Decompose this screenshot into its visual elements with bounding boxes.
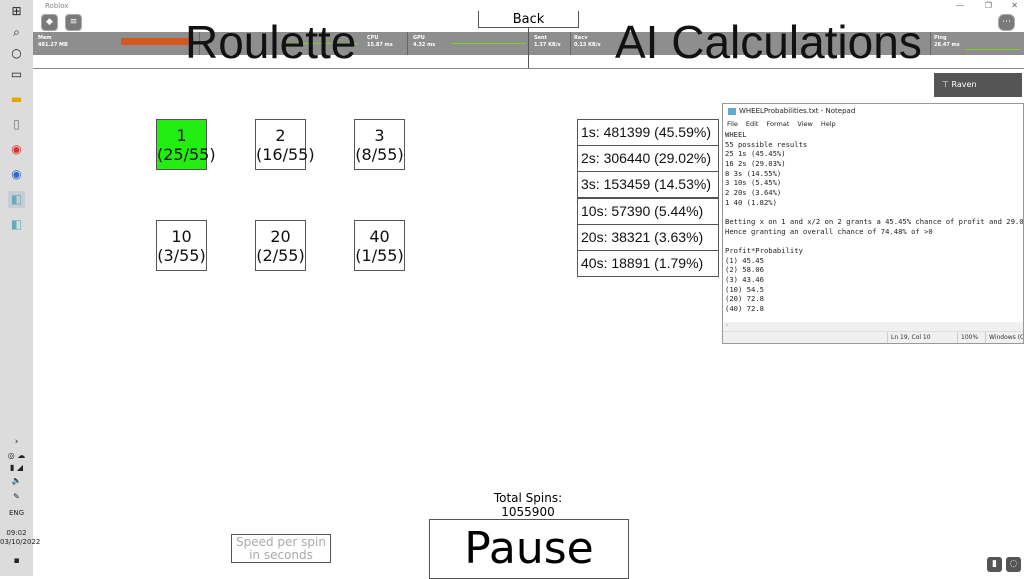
speed-input[interactable]: Speed per spin in seconds bbox=[231, 534, 331, 563]
notepad-text-area[interactable]: WHEEL 55 possible results 25 1s (45.45%)… bbox=[725, 130, 1023, 313]
tile-value: 10 bbox=[171, 226, 192, 246]
chrome-icon[interactable]: ◉ bbox=[11, 142, 22, 156]
mouse-app-icon[interactable]: ▯ bbox=[13, 117, 20, 131]
windows-start-icon[interactable]: ⊞ bbox=[11, 4, 22, 18]
username: Raven bbox=[951, 80, 977, 89]
line-ending: Windows (CR bbox=[985, 332, 1023, 343]
voice-icon[interactable]: ▮ bbox=[987, 557, 1002, 572]
tile-odds: (1/55) bbox=[355, 245, 404, 265]
roulette-tile-2[interactable]: 2 (16/55) bbox=[255, 119, 315, 170]
horizontal-scrollbar[interactable]: ‹ bbox=[723, 322, 1023, 331]
ai-calculations-title: AI Calculations bbox=[615, 16, 922, 68]
result-row: 20s: 38321 (3.63%) bbox=[577, 223, 719, 251]
clock-time[interactable]: 09:02 bbox=[6, 529, 27, 537]
pen-icon[interactable]: ✎ bbox=[13, 492, 20, 501]
roblox-menu-icon[interactable]: ◆ bbox=[41, 14, 58, 31]
notepad-icon bbox=[728, 108, 736, 115]
back-button[interactable]: Back bbox=[478, 11, 579, 28]
notepad-menu-help[interactable]: Help bbox=[820, 120, 836, 128]
tile-value: 20 bbox=[270, 226, 291, 246]
recv-value: 0.13 KB/s bbox=[574, 42, 601, 48]
roulette-tile-20[interactable]: 20 (2/55) bbox=[255, 220, 306, 271]
tile-value: 1 bbox=[176, 125, 187, 145]
header-underline bbox=[33, 68, 1024, 69]
cpu-value: 15.87 ms bbox=[367, 42, 393, 48]
tile-odds: (2/55) bbox=[256, 245, 305, 265]
tile-odds: (8/55) bbox=[355, 144, 404, 164]
result-row: 10s: 57390 (5.44%) bbox=[577, 197, 719, 225]
minimize-icon[interactable]: — bbox=[956, 1, 964, 10]
cpu-graph bbox=[286, 43, 358, 44]
cortana-icon[interactable]: ○ bbox=[11, 46, 22, 60]
sent-label: Sent bbox=[534, 35, 547, 41]
roblox-icon[interactable]: ◧ bbox=[8, 191, 25, 208]
window-titlebar: Roblox — ❐ ✕ bbox=[33, 0, 1024, 12]
total-spins-value: 1055900 bbox=[501, 505, 555, 519]
windows-taskbar: ⊞ ⌕ ○ ▭ ▬ ▯ ◉ ◉ ◧ ◧ › ◎ ☁ ▮ ◢ 🔈 ✎ ENG 09… bbox=[0, 0, 41, 576]
settings-icon[interactable]: ◌ bbox=[1006, 557, 1021, 572]
total-spins: Total Spins: 1055900 bbox=[428, 491, 628, 519]
result-row: 1s: 481399 (45.59%) bbox=[577, 119, 719, 146]
clock-date[interactable]: 03/10/2022 bbox=[0, 538, 41, 546]
gpu-label: GPU bbox=[413, 35, 425, 41]
notification-icon[interactable]: ▪ bbox=[13, 556, 20, 566]
tile-odds: (16/55) bbox=[256, 144, 315, 164]
sent-value: 1.37 KB/s bbox=[534, 42, 561, 48]
notepad-menu-view[interactable]: View bbox=[797, 120, 813, 128]
roulette-tile-40[interactable]: 40 (1/55) bbox=[354, 220, 405, 271]
ping-graph bbox=[965, 49, 1020, 50]
mem-label: Mem bbox=[38, 35, 52, 41]
notepad-window[interactable]: WHEELProbabilities.txt - Notepad File Edi… bbox=[722, 103, 1024, 344]
result-row: 3s: 153459 (14.53%) bbox=[577, 171, 719, 199]
restore-icon[interactable]: ❐ bbox=[984, 1, 992, 10]
task-view-icon[interactable]: ▭ bbox=[10, 67, 23, 81]
chevron-up-icon[interactable]: › bbox=[14, 437, 19, 447]
recv-label: Recv bbox=[574, 35, 588, 41]
pause-button[interactable]: Pause bbox=[429, 519, 629, 579]
search-icon[interactable]: ⌕ bbox=[13, 25, 20, 39]
result-row: 2s: 306440 (29.02%) bbox=[577, 145, 719, 173]
tile-value: 40 bbox=[369, 226, 390, 246]
tray-icons[interactable]: ◎ ☁ bbox=[7, 451, 26, 460]
notepad-menu-format[interactable]: Format bbox=[766, 120, 790, 128]
roulette-tile-3[interactable]: 3 (8/55) bbox=[354, 119, 405, 170]
language-indicator[interactable]: ENG bbox=[8, 509, 25, 517]
roblox-studio-icon[interactable]: ◧ bbox=[10, 217, 23, 231]
file-explorer-icon[interactable]: ▬ bbox=[10, 92, 23, 106]
ping-label: Ping bbox=[934, 35, 947, 41]
window-title: Roblox bbox=[45, 2, 69, 10]
mic-wifi-icon[interactable]: ▮ ◢ bbox=[9, 463, 24, 472]
roulette-tile-10[interactable]: 10 (3/55) bbox=[156, 220, 207, 271]
notepad-title: WHEELProbabilities.txt - Notepad bbox=[739, 107, 856, 115]
total-spins-label: Total Spins: bbox=[493, 491, 563, 505]
gpu-value: 4.32 ms bbox=[413, 42, 436, 48]
chat-icon[interactable]: ≡ bbox=[65, 14, 82, 31]
volume-icon[interactable]: 🔈 bbox=[11, 476, 22, 485]
close-icon[interactable]: ✕ bbox=[1011, 1, 1018, 10]
cursor-position: Ln 19, Col 10 bbox=[887, 332, 931, 343]
more-options-icon[interactable]: ⋯ bbox=[998, 14, 1015, 31]
tile-value: 2 bbox=[275, 125, 286, 145]
header-divider bbox=[528, 27, 529, 69]
tool-icon: ⊤ bbox=[942, 80, 952, 89]
gpu-graph bbox=[451, 43, 526, 44]
mem-value: 481.27 MB bbox=[38, 42, 68, 48]
ping-value: 28.47 ms bbox=[934, 42, 960, 48]
notepad-menu-edit[interactable]: Edit bbox=[745, 120, 759, 128]
result-row: 40s: 18891 (1.79%) bbox=[577, 250, 719, 277]
tile-odds: (25/55) bbox=[157, 144, 216, 164]
tile-value: 3 bbox=[374, 125, 385, 145]
user-badge[interactable]: ⊤ Raven bbox=[934, 73, 1022, 97]
tile-odds: (3/55) bbox=[157, 245, 206, 265]
mem-bar bbox=[121, 38, 194, 45]
cpu-label: CPU bbox=[367, 35, 379, 41]
roulette-tile-1[interactable]: 1 (25/55) bbox=[156, 119, 216, 170]
notepad-statusbar: Ln 19, Col 10 100% Windows (CR bbox=[723, 331, 1023, 343]
chrome-profile-icon[interactable]: ◉ bbox=[11, 167, 22, 181]
roulette-title: Roulette bbox=[185, 16, 357, 68]
zoom-level: 100% bbox=[957, 332, 978, 343]
notepad-menu-file[interactable]: File bbox=[727, 120, 738, 128]
notepad-menubar: File Edit Format View Help bbox=[723, 119, 1023, 130]
